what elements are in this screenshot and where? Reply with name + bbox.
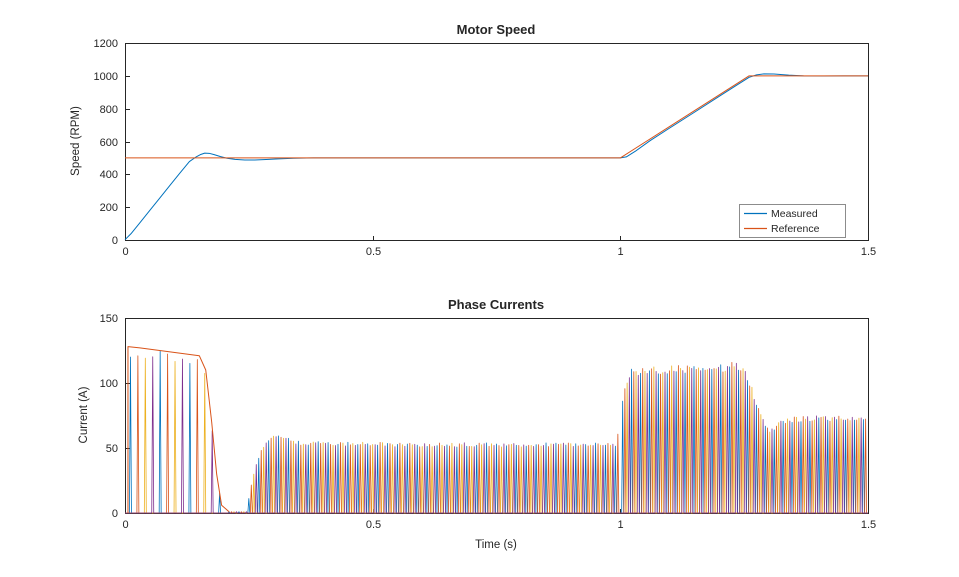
y-tick-label: 150 [100,313,118,325]
startup-envelope-trace [127,346,230,513]
phase-currents-chart: 0 0.5 1 1.5 0 50 100 150 [100,313,877,531]
x-tick-label: 0.5 [366,246,381,258]
y-tick-label: 0 [112,235,118,247]
legend-box [739,204,846,238]
x-tick-label: 1 [617,246,623,258]
x-tick-label: 0 [122,246,128,258]
y-tick-label: 1200 [94,38,118,50]
x-tick-label: 0 [122,519,128,531]
x-tick-label: 1 [617,519,623,531]
legend: Measured Reference [739,204,846,238]
y-tick-label: 1000 [94,71,118,83]
axes-box [125,43,869,241]
motor-speed-title: Motor Speed [457,22,536,37]
time-x-axis-label: Time (s) [475,539,517,551]
phase-currents-title: Phase Currents [448,297,544,312]
series-phase-b [125,353,868,514]
x-tick-label: 1.5 [861,519,876,531]
y-tick-label: 0 [112,508,118,520]
series-phase-c [125,357,868,514]
x-tick-label: 1.5 [861,246,876,258]
x-tick-label: 0.5 [366,519,381,531]
y-tick-label: 50 [106,443,118,455]
y-tick-label: 600 [100,137,118,149]
legend-label-measured: Measured [771,208,818,220]
speed-y-axis-label: Speed (RPM) [70,106,82,176]
y-tick-label: 800 [100,104,118,116]
series-phase-a [125,350,868,514]
legend-label-reference: Reference [771,223,820,235]
series-phase-d [125,356,868,514]
motor-speed-chart: 0 0.5 1 1.5 0 200 400 600 800 1000 1200 [94,38,877,258]
y-tick-label: 100 [100,378,118,390]
current-y-axis-label: Current (A) [78,386,90,443]
y-tick-label: 400 [100,169,118,181]
series-reference [125,75,868,159]
y-tick-label: 200 [100,202,118,214]
axes-box [125,318,869,514]
